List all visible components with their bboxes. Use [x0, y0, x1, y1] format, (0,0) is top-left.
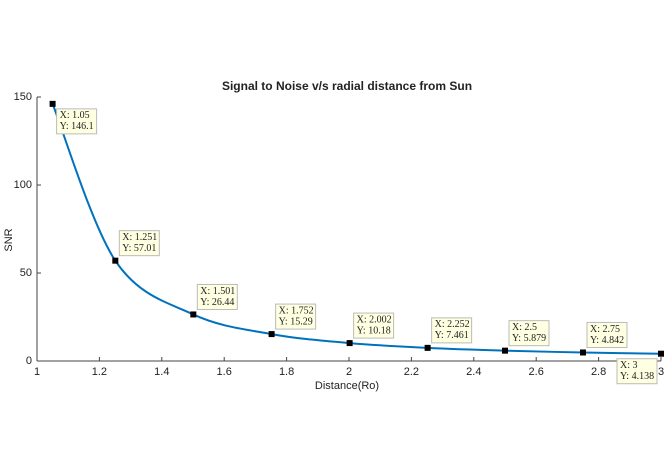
x-tick-label: 2.6: [529, 366, 544, 378]
datatip-text: Y: 4.842: [590, 335, 624, 346]
datatip-marker: [190, 311, 197, 318]
datatip-marker: [346, 340, 353, 347]
datatip-marker: [580, 349, 586, 356]
datatip: X: 1.05Y: 146.1: [49, 100, 98, 135]
datatip-marker: [502, 347, 508, 354]
datatip-text: Y: 15.29: [279, 316, 313, 327]
datatip-text: X: 1.501: [200, 286, 235, 297]
datatip-box: [616, 358, 658, 385]
x-tick-label: 2.2: [404, 366, 419, 378]
x-tick-label: 3: [658, 366, 664, 378]
datatip-text: X: 1.05: [60, 110, 90, 121]
x-tick-label: 1.4: [154, 366, 169, 378]
datatip: X: 2.75Y: 4.842: [580, 321, 628, 356]
datatip-marker: [424, 344, 431, 351]
y-axis-label: SNR: [3, 228, 15, 251]
datatip-box: [196, 283, 238, 310]
x-tick-label: 2: [346, 366, 352, 378]
datatip-box: [586, 321, 628, 348]
x-tick-label: 1.8: [279, 366, 294, 378]
datatip-marker: [658, 350, 664, 357]
datatip-text: Y: 7.461: [435, 330, 469, 341]
datatip: X: 3Y: 4.138: [616, 350, 664, 385]
datatip-text: X: 3: [620, 360, 638, 371]
datatip-box: [508, 320, 550, 347]
x-tick-label: 2.8: [591, 366, 606, 378]
datatip-box: [56, 108, 98, 135]
x-tick-label: 1.2: [92, 366, 107, 378]
datatip-box: [353, 312, 395, 339]
x-axis-label: Distance(Ro): [315, 380, 379, 392]
x-tick-label: 1: [34, 366, 40, 378]
datatip-text: Y: 26.44: [200, 297, 234, 308]
datatip-text: X: 2.75: [590, 324, 620, 335]
datatip-box: [275, 303, 317, 330]
datatip-text: Y: 4.138: [620, 371, 654, 382]
datatip-text: X: 2.5: [512, 322, 537, 333]
datatip-box: [431, 317, 473, 344]
datatip-text: X: 2.252: [435, 319, 470, 330]
y-tick-label: 50: [20, 267, 32, 279]
y-tick-label: 100: [14, 179, 32, 191]
chart-title: Signal to Noise v/s radial distance from…: [222, 79, 472, 93]
x-tick-label: 1.6: [217, 366, 232, 378]
datatip-text: Y: 57.01: [122, 243, 156, 254]
datatip-text: Y: 5.879: [512, 333, 546, 344]
y-tick-label: 150: [14, 91, 32, 103]
datatip-text: Y: 10.18: [357, 325, 391, 336]
datatip: X: 2.5Y: 5.879: [502, 320, 550, 354]
datatip-text: X: 1.251: [122, 232, 157, 243]
x-tick-label: 2.4: [466, 366, 481, 378]
datatip-box: [118, 230, 160, 257]
datatip-marker: [112, 257, 119, 264]
datatip-text: X: 2.002: [357, 314, 392, 325]
datatip-text: Y: 146.1: [60, 121, 94, 132]
datatip-text: X: 1.752: [279, 305, 314, 316]
datatip-marker: [49, 100, 56, 107]
y-tick-label: 0: [26, 355, 32, 367]
datatip-marker: [268, 331, 275, 338]
